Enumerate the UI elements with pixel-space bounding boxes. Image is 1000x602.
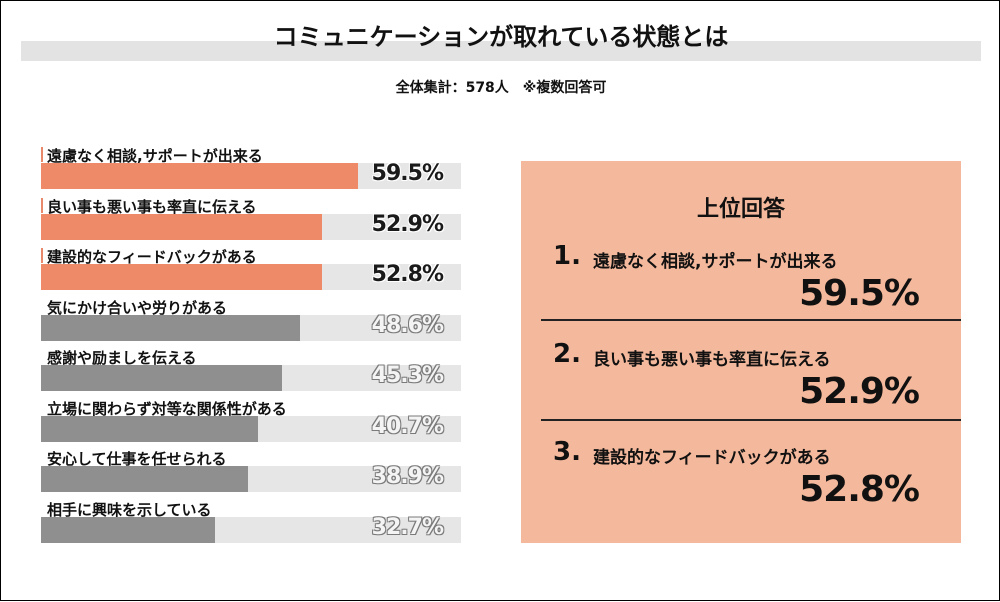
top-answers-panel: 上位回答 1. 遠慮なく相談,サポートが出来る 59.5% 2. 良い事も悪い事… [521,161,961,543]
bar-label: 立場に関わらず対等な関係性がある [47,399,287,418]
bar-track [41,163,461,189]
top-rank: 3. [553,437,581,467]
bar-label: 相手に興味を示している [47,500,212,519]
bar-track [41,213,461,240]
top-rank: 2. [553,339,581,369]
bar-label: 建設的なフィードバックがある [41,248,257,266]
bar-value-label: 40.7% [371,413,444,439]
panel-divider [541,319,961,321]
bar-track [41,264,461,290]
top-value: 59.5% [799,273,920,314]
panel-title: 上位回答 [696,197,785,222]
bar-label: 良い事も悪い事も率直に伝える [41,197,257,216]
chart-title: コミュニケーションが取れている状態とは [273,23,729,51]
bar-label: 感謝や励ましを伝える [47,349,197,367]
title-band [21,41,981,61]
bar-label: 気にかけ合いや労りがある [47,298,228,317]
bar-value-label: 52.8% [371,262,444,287]
top-label: 良い事も悪い事も率直に伝える [593,350,831,370]
bar-value-label: 52.9% [371,211,444,237]
bar [41,264,322,290]
chart-subtitle: 全体集計：578人 ※複数回答可 [395,80,607,96]
bar [41,314,300,341]
bar-track [41,516,461,543]
top-label: 遠慮なく相談,サポートが出来る [593,252,838,272]
bar-value-label: 48.6% [371,312,444,338]
bar-track [41,466,461,492]
bar-track [41,365,461,391]
bar-label: 安心して仕事を任せられる [47,450,227,468]
bar-track [41,314,461,341]
top-value: 52.8% [799,469,920,510]
bar-value-label: 38.9% [371,464,444,489]
top-label: 建設的なフィードバックがある [593,448,831,468]
top-value: 52.9% [799,371,920,412]
bar [41,516,215,543]
bar-value-label: 45.3% [371,363,444,388]
bar [41,415,258,442]
top-rank: 1. [553,241,581,271]
bar [41,365,282,391]
panel-divider [541,419,961,421]
bar [41,163,358,189]
bar [41,213,323,240]
bar-label: 遠慮なく相談,サポートが出来る [41,147,263,165]
bar-value-label: 59.5% [371,161,444,186]
bar-value-label: 32.7% [371,514,444,540]
bar-track [41,415,461,442]
bar [41,466,248,492]
